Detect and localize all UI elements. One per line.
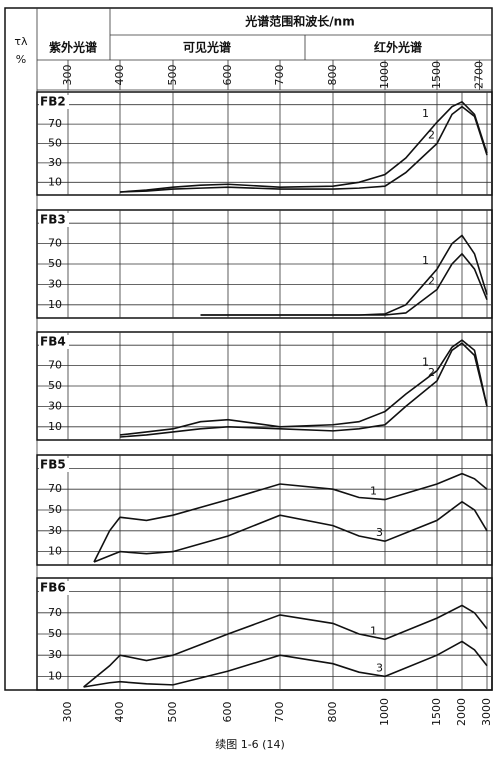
x-tick-label: 700	[273, 702, 286, 723]
y-tick-label: 30	[48, 524, 62, 537]
title-bg	[39, 335, 69, 349]
y-tick-label: 70	[48, 606, 62, 619]
y-tick-label: 30	[48, 648, 62, 661]
curve	[119, 100, 488, 193]
title-bg	[39, 95, 69, 109]
y-tick-label: 70	[48, 117, 62, 130]
y-tick-label: 70	[48, 482, 62, 495]
y-tick-label: 10	[48, 545, 62, 558]
y-tick-label: 30	[48, 156, 62, 169]
top-tick-label: 800	[326, 65, 339, 86]
title-bg	[39, 458, 69, 472]
x-tick-label: 600	[221, 702, 234, 723]
panel-title: FB6	[40, 581, 66, 595]
curve-label: 3	[376, 526, 383, 539]
region-label: 可见光谱	[183, 40, 231, 55]
x-tick-label: 1000	[378, 698, 391, 726]
x-tick-label: 400	[113, 702, 126, 723]
panel-title: FB3	[40, 213, 66, 227]
curve	[200, 234, 488, 316]
curve-label: 1	[422, 356, 429, 369]
panel-title: FB4	[40, 335, 66, 349]
y-tick-label: 50	[48, 257, 62, 270]
y-tick-label: 50	[48, 137, 62, 150]
top-tick-label: 600	[221, 65, 234, 86]
y-tick-label: 70	[48, 359, 62, 372]
y-tick-label: 50	[48, 379, 62, 392]
x-tick-label: 800	[326, 702, 339, 723]
curve	[119, 342, 488, 438]
caption: 续图 1-6 (14)	[215, 737, 285, 751]
y-tick-label: 50	[48, 627, 62, 640]
curve	[83, 604, 488, 688]
curve	[200, 252, 488, 316]
panel-title: FB5	[40, 458, 66, 472]
y-tick-label: 50	[48, 503, 62, 516]
top-tick-label: 1000	[378, 61, 391, 89]
y-tick-label: 30	[48, 399, 62, 412]
top-tick-label: 400	[113, 65, 126, 86]
curve-label: 1	[370, 485, 377, 498]
y-tick-label: 10	[48, 298, 62, 311]
curve-label: 1	[370, 624, 377, 637]
y-tick-label: 70	[48, 237, 62, 250]
y-tick-label: 10	[48, 669, 62, 682]
curve-label: 2	[428, 129, 435, 142]
curve-label: 3	[376, 661, 383, 674]
y-tick-label: 10	[48, 420, 62, 433]
y-symbol: τλ	[14, 35, 28, 48]
x-tick-label: 500	[166, 702, 179, 723]
y-tick-label: 30	[48, 277, 62, 290]
top-tick-label: 1500	[430, 61, 443, 89]
curve	[93, 472, 488, 563]
top-tick-label: 500	[166, 65, 179, 86]
panel-title: FB2	[40, 95, 66, 109]
curve	[119, 105, 488, 193]
curve-label: 1	[422, 254, 429, 267]
curve	[83, 640, 488, 688]
y-unit: %	[16, 53, 26, 66]
title-bg	[39, 213, 69, 227]
y-tick-label: 10	[48, 175, 62, 188]
x-tick-label: 1500	[430, 698, 443, 726]
x-tick-label: 300	[61, 702, 74, 723]
outer-frame	[4, 7, 493, 691]
curve	[119, 339, 488, 436]
title-bg	[39, 581, 69, 595]
curve-label: 2	[428, 275, 435, 288]
header-title: 光谱范围和波长/nm	[244, 14, 354, 29]
curve-label: 2	[428, 366, 435, 379]
region-label: 红外光谱	[374, 40, 422, 55]
top-tick-label: 300	[61, 65, 74, 86]
curve	[93, 500, 488, 563]
curve-label: 1	[422, 107, 429, 120]
x-tick-label: 2000	[455, 698, 468, 726]
region-label: 紫外光谱	[49, 40, 97, 55]
top-tick-label: 700	[273, 65, 286, 86]
top-tick-label: 2700	[473, 61, 486, 89]
x-tick-label: 3000	[480, 698, 493, 726]
